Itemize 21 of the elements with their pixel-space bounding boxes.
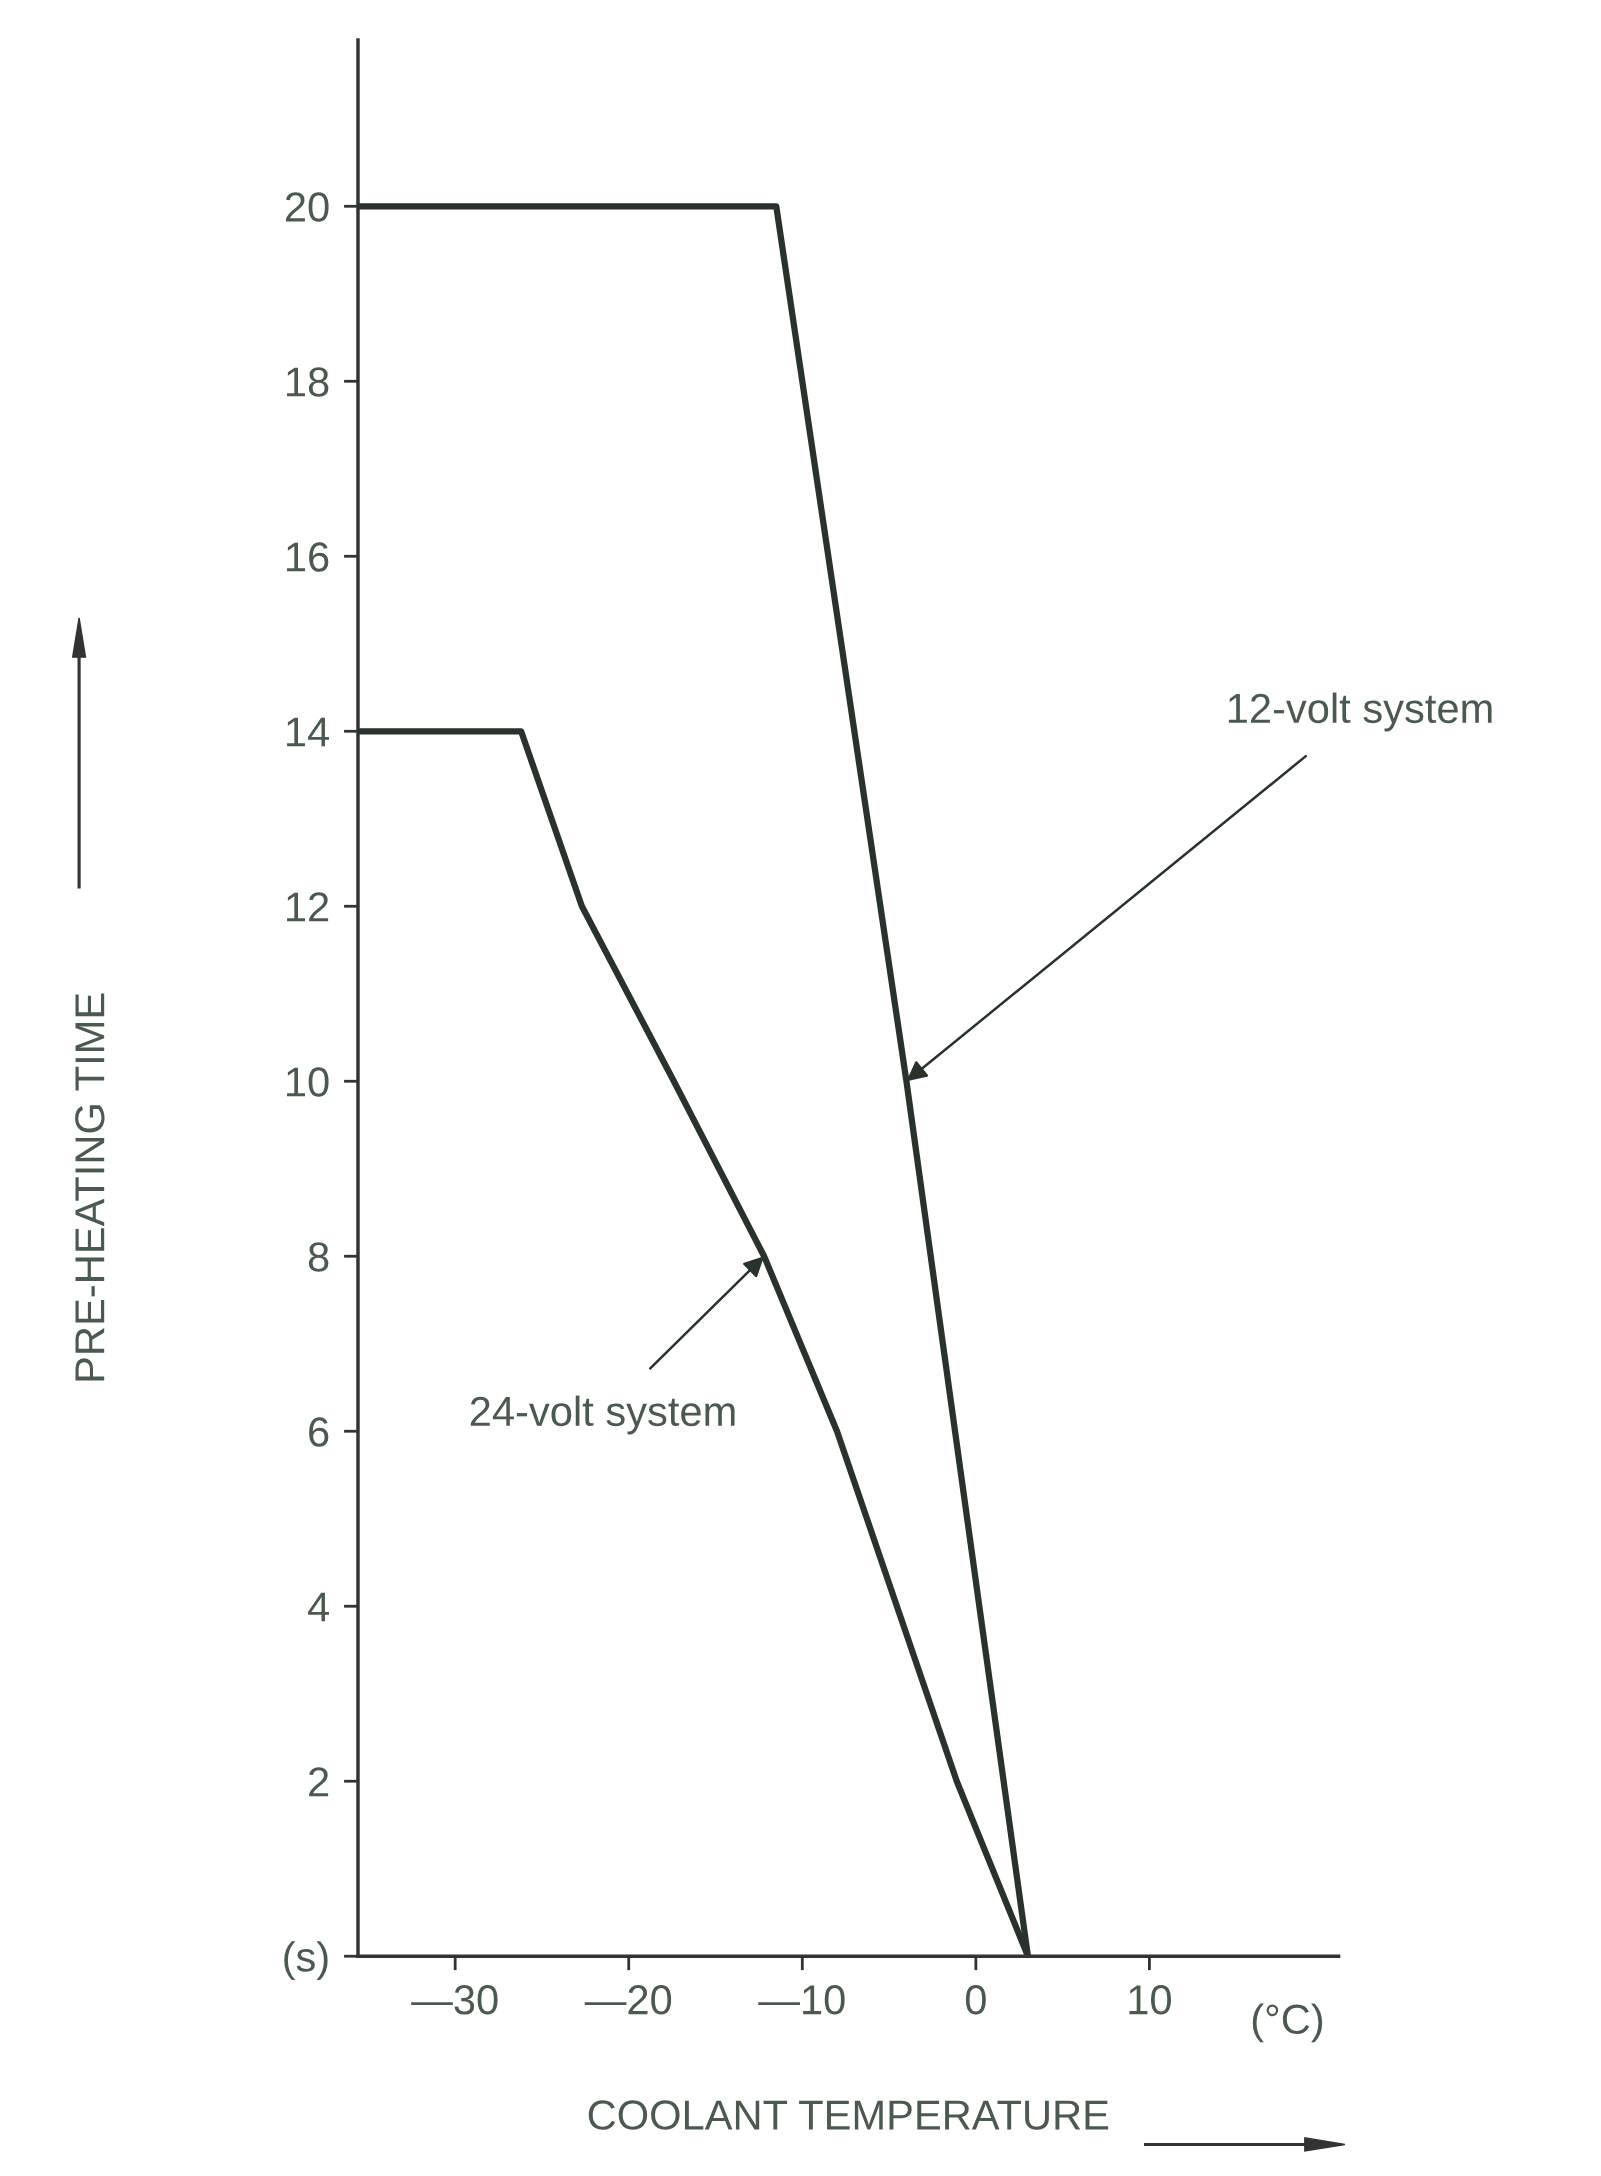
y-tick-label: (s) (284, 1941, 328, 1980)
x-tick-label: —10 (758, 1985, 845, 2015)
y-tick-label: 18 (287, 367, 329, 397)
x-tick-label: —20 (584, 1985, 672, 2015)
y-tick-label: 6 (309, 1417, 329, 1447)
y-axis-title: PRE-HEATING TIME (75, 993, 105, 1381)
y-tick-label: 20 (285, 192, 329, 222)
x-tick-label: 10 (1129, 1985, 1171, 2015)
y-tick-label: 8 (308, 1242, 329, 1272)
y-tick-label: 10 (287, 1067, 329, 1097)
annotation: 12-volt system (1228, 692, 1492, 732)
y-tick-label: 16 (287, 542, 329, 572)
x-axis-title: COOLANT TEMPERATURE (588, 2100, 1109, 2130)
y-tick-label: 14 (287, 717, 329, 747)
text: (°C) (1252, 2003, 1323, 2043)
annotation: 24-volt system (470, 1395, 735, 1435)
x-tick-label: —30 (411, 1985, 498, 2015)
y-tick-label: 2 (309, 1767, 329, 1797)
y-tick-label: 4 (307, 1592, 329, 1622)
x-tick-label: 0 (965, 1985, 986, 2015)
y-tick-label: 12 (287, 892, 329, 922)
